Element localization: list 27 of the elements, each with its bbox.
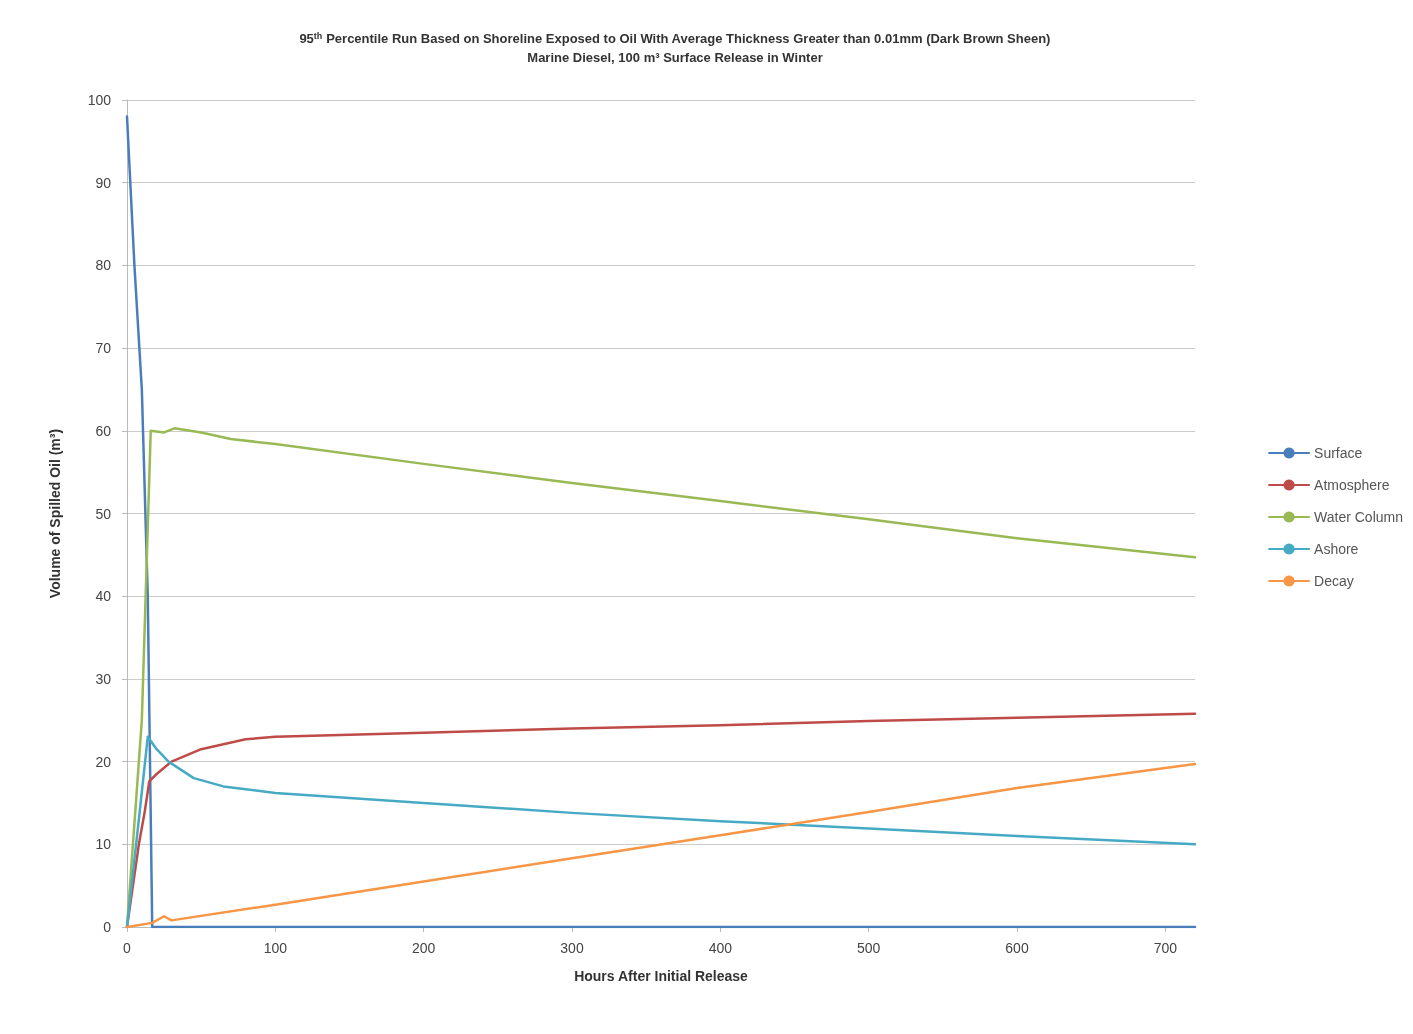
legend-label: Decay — [1314, 573, 1354, 589]
y-tick-label: 20 — [95, 753, 112, 770]
y-tick-label: 100 — [87, 92, 112, 108]
y-tick-label: 50 — [95, 505, 112, 522]
y-tick-label: 70 — [95, 340, 112, 357]
y-tick-label: 90 — [95, 174, 112, 191]
x-tick-label: 100 — [263, 940, 288, 956]
legend-label: Atmosphere — [1314, 477, 1390, 493]
chart-subtitle: Marine Diesel, 100 m³ Surface Release in Winter — [527, 50, 823, 65]
legend-label: Ashore — [1314, 541, 1359, 557]
x-tick-label: 0 — [123, 940, 132, 956]
y-tick-label: 80 — [95, 257, 112, 274]
y-tick-label: 0 — [103, 919, 112, 935]
x-tick-label: 300 — [560, 940, 584, 956]
x-tick-label: 500 — [856, 940, 881, 956]
legend-label: Surface — [1314, 445, 1363, 461]
legend-label: Water Column — [1314, 509, 1403, 525]
x-tick-label: 700 — [1153, 940, 1178, 956]
x-tick-label: 200 — [411, 940, 436, 956]
x-axis-title: Hours After Initial Release — [574, 968, 749, 984]
x-tick-label: 600 — [1005, 940, 1029, 956]
y-axis-title: Volume of Spilled Oil (m³) — [47, 428, 63, 599]
y-tick-label: 30 — [95, 670, 112, 687]
y-tick-label: 60 — [95, 422, 112, 439]
x-tick-label: 400 — [708, 940, 733, 956]
y-tick-label: 40 — [95, 588, 112, 605]
y-tick-label: 10 — [95, 836, 112, 853]
